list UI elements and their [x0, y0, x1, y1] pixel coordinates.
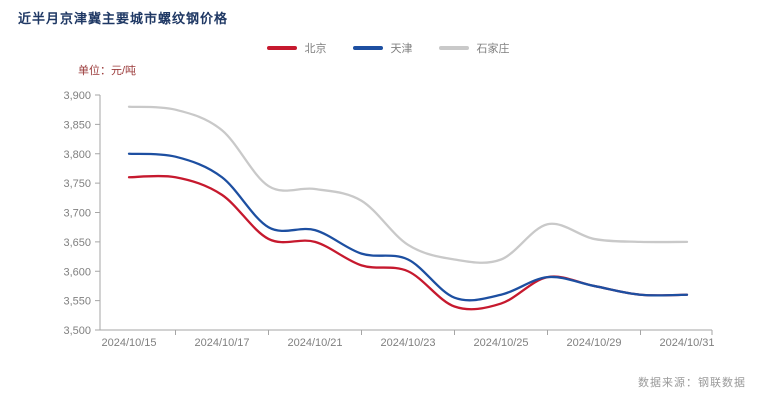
y-tick-label: 3,700 — [63, 208, 91, 220]
y-tick-label: 3,500 — [63, 325, 91, 337]
y-tick-label: 3,850 — [63, 119, 91, 131]
legend-item-shijiazhuang[interactable]: 石家庄 — [438, 40, 510, 56]
legend-label: 石家庄 — [476, 43, 510, 55]
x-tick-label: 2024/10/21 — [287, 337, 342, 349]
x-tick-label: 2024/10/15 — [101, 337, 156, 349]
legend-label: 天津 — [390, 43, 413, 55]
series-line-shijiazhuang — [127, 105, 689, 264]
legend-item-tianjin[interactable]: 天津 — [352, 40, 413, 56]
x-tick-label: 2024/10/25 — [473, 337, 528, 349]
y-axis-unit-label: 单位：元/吨 — [78, 65, 137, 77]
series-line-tianjin — [127, 152, 689, 302]
y-tick-label: 3,650 — [63, 237, 91, 249]
legend-swatch-tianjin — [352, 46, 383, 50]
y-tick-label: 3,600 — [63, 266, 91, 278]
series-line-beijing — [127, 174, 689, 311]
data-source-label: 数据来源：钢联数据 — [638, 377, 746, 389]
legend-swatch-shijiazhuang — [438, 46, 469, 50]
legend: 北京 天津 石家庄 — [0, 40, 776, 56]
x-tick-label: 2024/10/29 — [566, 337, 621, 349]
x-tick-label: 2024/10/23 — [380, 337, 435, 349]
y-tick-label: 3,800 — [63, 149, 91, 161]
x-tick-label: 2024/10/31 — [659, 337, 714, 349]
legend-swatch-beijing — [266, 46, 297, 50]
x-axis: 2024/10/15 2024/10/17 2024/10/21 2024/10/23… — [100, 329, 715, 349]
y-axis: 3,900 3,850 3,800 3,750 3,700 3,650 3,600 3,550… — [63, 90, 101, 337]
chart-title: 近半月京津冀主要城市螺纹钢价格 — [18, 11, 229, 26]
y-tick-label: 3,750 — [63, 178, 91, 190]
y-tick-label: 3,900 — [63, 90, 91, 102]
x-tick-label: 2024/10/17 — [194, 337, 249, 349]
legend-label: 北京 — [304, 43, 327, 55]
legend-item-beijing[interactable]: 北京 — [266, 40, 327, 56]
y-tick-label: 3,550 — [63, 296, 91, 308]
